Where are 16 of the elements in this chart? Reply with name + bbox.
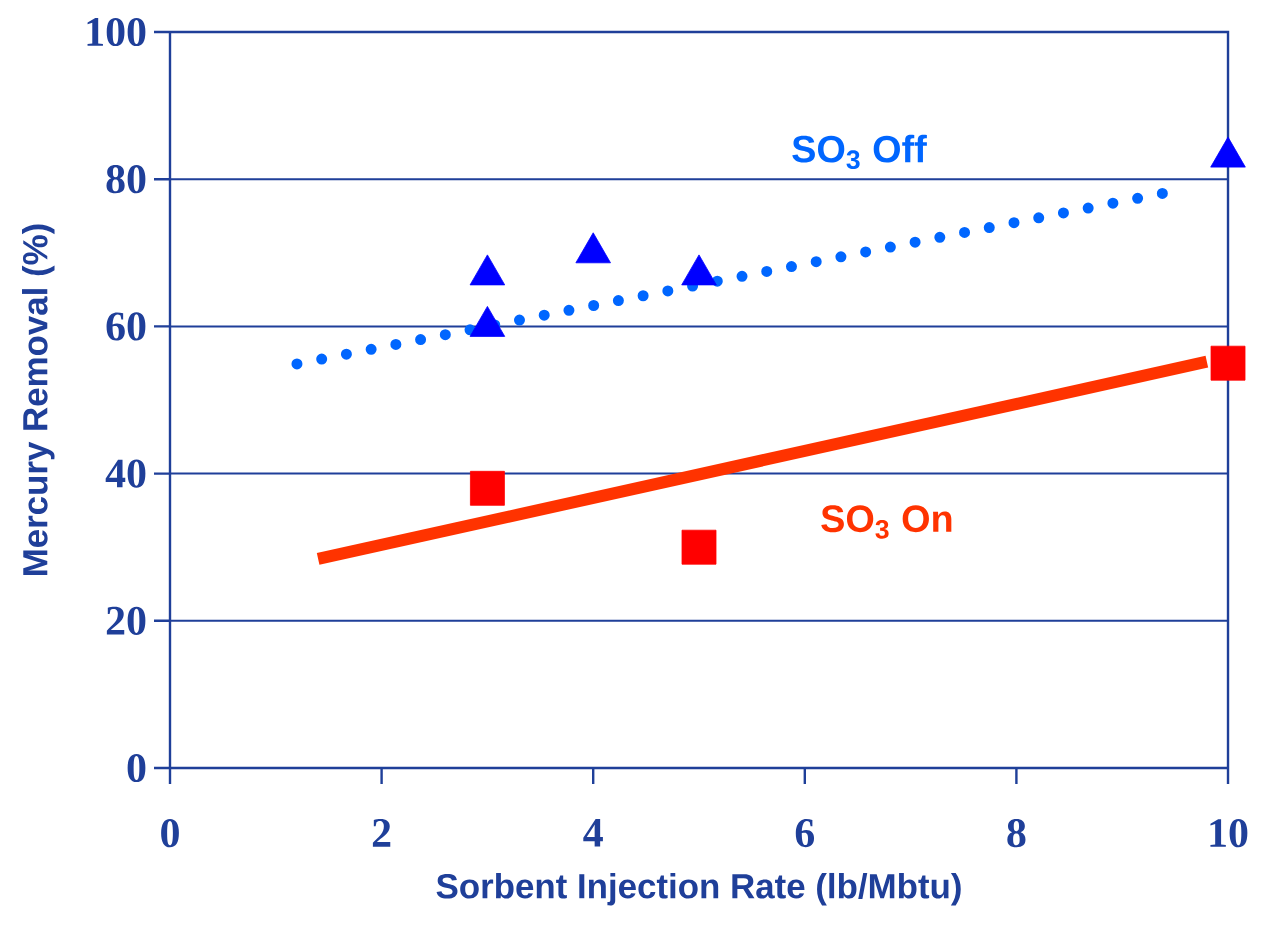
y-axis-title: Mercury Removal (%)	[22, 224, 55, 575]
series-label: SO$_{3}$ On	[821, 505, 952, 539]
y-tick-label: 60	[106, 312, 146, 341]
y-tick-label: 100	[87, 17, 146, 47]
x-tick-label: 6	[795, 819, 815, 848]
x-tick-label: 0	[161, 819, 179, 848]
x-axis-title: Sorbent Injection Rate (lb/Mbtu)	[436, 872, 961, 906]
y-tick-label: 0	[127, 753, 146, 783]
x-tick-label: 2	[372, 819, 391, 847]
x-tick-label: 8	[1007, 819, 1026, 848]
x-tick-label: 4	[583, 819, 603, 847]
series-label: SO$_{3}$ Off	[792, 134, 927, 170]
x-tick-label: 10	[1210, 819, 1248, 848]
y-tick-label: 20	[106, 606, 146, 635]
y-tick-label: 40	[105, 459, 146, 488]
y-tick-label: 80	[106, 165, 146, 194]
